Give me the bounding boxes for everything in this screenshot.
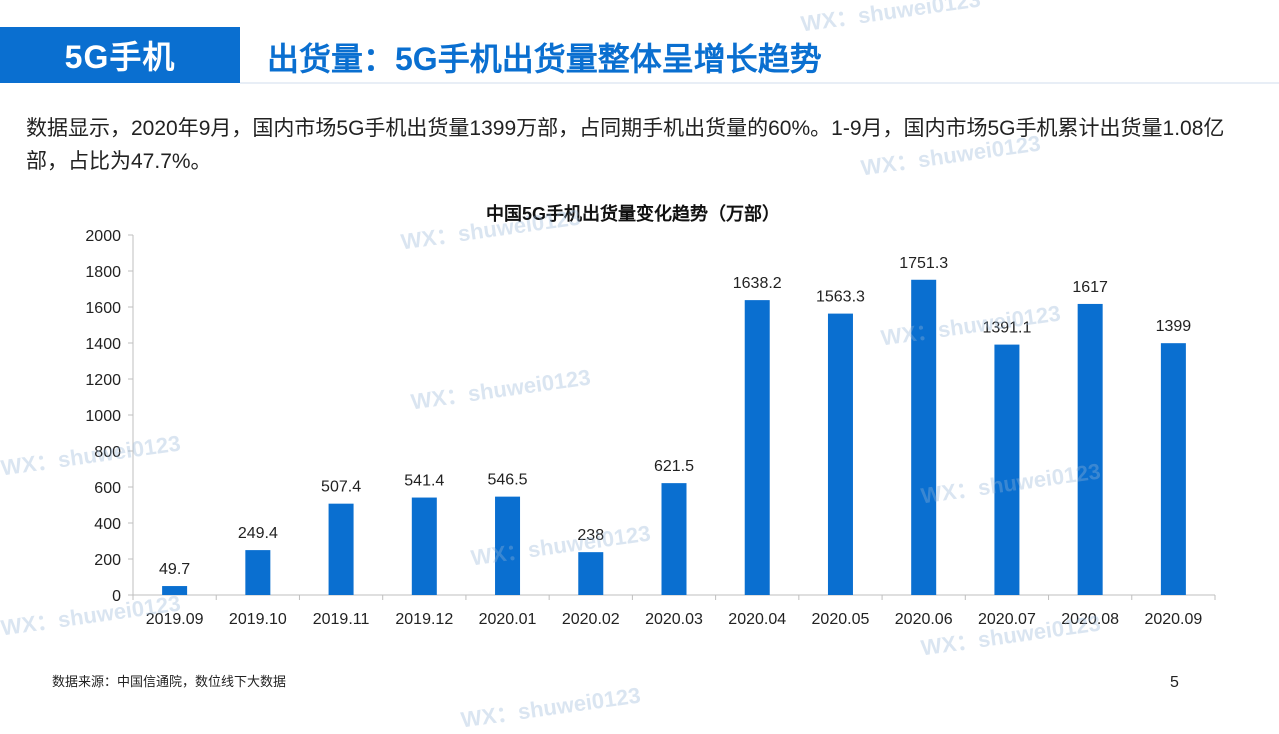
data-label: 1563.3 (816, 289, 865, 306)
bar-2020.08 (1077, 303, 1103, 595)
x-tick-label: 2020.05 (812, 611, 870, 628)
data-label: 621.5 (654, 458, 694, 475)
y-tick-label: 600 (94, 480, 121, 497)
bar-2020.05 (827, 313, 853, 595)
data-label: 238 (577, 527, 604, 544)
data-label: 1391.1 (982, 320, 1031, 337)
data-label: 546.5 (488, 472, 528, 489)
y-tick-label: 200 (94, 552, 121, 569)
x-tick-label: 2019.11 (313, 611, 370, 628)
x-tick-label: 2020.07 (978, 611, 1036, 628)
data-label: 1751.3 (899, 255, 948, 272)
y-tick-label: 2000 (85, 228, 121, 245)
bar-2019.11 (328, 503, 354, 595)
section-tag: 5G手机 (0, 27, 240, 83)
x-tick-label: 2020.03 (645, 611, 703, 628)
page-title: 出货量：5G手机出货量整体呈增长趋势 (267, 41, 822, 77)
y-tick-label: 1000 (85, 408, 121, 425)
x-tick-label: 2020.06 (895, 611, 953, 628)
bar-2020.04 (744, 300, 770, 595)
data-label: 1399 (1156, 318, 1192, 335)
x-tick-label: 2020.02 (562, 611, 620, 628)
data-label: 1617 (1072, 279, 1108, 296)
x-tick-label: 2019.09 (146, 611, 204, 628)
x-tick-label: 2019.12 (395, 611, 453, 628)
bar-2020.07 (994, 344, 1020, 595)
data-label: 507.4 (321, 479, 361, 496)
x-tick-label: 2020.09 (1144, 611, 1202, 628)
y-tick-label: 1600 (85, 300, 121, 317)
bar-2020.06 (911, 279, 937, 595)
data-label: 249.4 (238, 525, 278, 542)
y-tick-label: 1800 (85, 264, 121, 281)
bar-2020.09 (1160, 343, 1186, 595)
bar-2020.02 (578, 552, 604, 595)
bar-2019.12 (411, 497, 437, 595)
bar-chart: 中国5G手机出货量变化趋势（万部） 0 200 400 600 800 1000 1200 1… (85, 203, 1216, 628)
x-tick-label: 2020.04 (728, 611, 786, 628)
bar-2020.03 (661, 483, 687, 595)
y-tick-label: 1200 (85, 372, 121, 389)
x-tick-label: 2020.08 (1061, 611, 1119, 628)
x-tick-label: 2019.10 (229, 611, 287, 628)
data-label: 1638.2 (733, 275, 782, 292)
title-divider (240, 82, 1279, 84)
y-tick-label: 400 (94, 516, 121, 533)
data-label: 49.7 (159, 561, 190, 578)
bar-2019.09 (162, 586, 188, 595)
x-tick-label: 2020.01 (479, 611, 537, 628)
data-label: 541.4 (404, 473, 444, 490)
bar-2019.10 (245, 550, 271, 595)
page-number: 5 (1170, 674, 1179, 691)
summary-text: 数据显示，2020年9月，国内市场5G手机出货量1399万部，占同期手机出货量的… (26, 117, 1225, 173)
chart-title: 中国5G手机出货量变化趋势（万部） (486, 203, 780, 224)
y-tick-label: 1400 (85, 336, 121, 353)
data-source: 数据来源：中国信通院，数位线下大数据 (52, 674, 287, 689)
y-tick-label: 800 (94, 444, 121, 461)
y-tick-label: 0 (112, 588, 121, 605)
bar-2020.01 (495, 496, 521, 595)
